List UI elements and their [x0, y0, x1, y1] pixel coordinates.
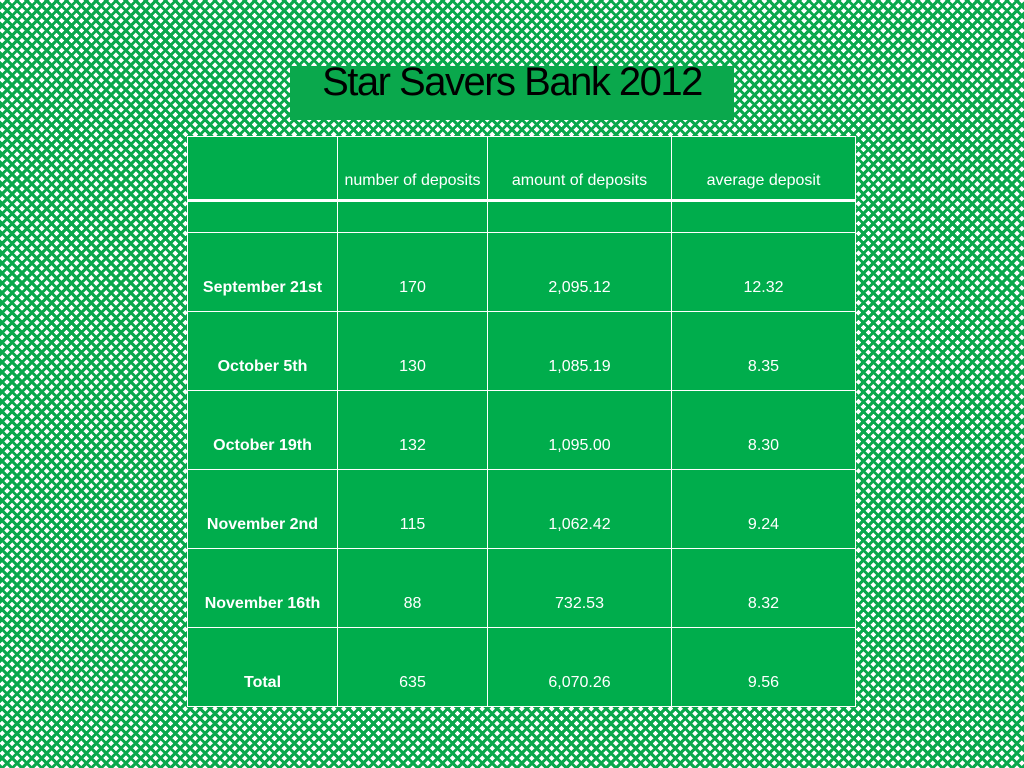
title-band [290, 66, 734, 120]
average-deposit: 8.35 [671, 311, 856, 391]
empty-cell [337, 200, 488, 233]
deposit-amount: 1,085.19 [487, 311, 672, 391]
total-deposit-amount: 6,070.26 [487, 627, 672, 707]
row-label-total: Total [187, 627, 338, 707]
total-average-deposit: 9.56 [671, 627, 856, 707]
row-label: October 19th [187, 390, 338, 470]
table-row: November 2nd 115 1,062.42 9.24 [187, 469, 856, 549]
deposit-count: 88 [337, 548, 488, 628]
deposit-count: 132 [337, 390, 488, 470]
header-amount-of-deposits: amount of deposits [487, 136, 672, 202]
row-label: September 21st [187, 232, 338, 312]
empty-cell [487, 200, 672, 233]
deposit-count: 115 [337, 469, 488, 549]
deposit-amount: 1,062.42 [487, 469, 672, 549]
row-label: November 2nd [187, 469, 338, 549]
deposit-count: 170 [337, 232, 488, 312]
header-cell-blank [187, 136, 338, 202]
empty-row [187, 200, 856, 233]
slide-title: Star Savers Bank 2012 [322, 60, 703, 104]
average-deposit: 8.32 [671, 548, 856, 628]
total-row: Total 635 6,070.26 9.56 [187, 627, 856, 707]
deposit-count: 130 [337, 311, 488, 391]
table-row: September 21st 170 2,095.12 12.32 [187, 232, 856, 312]
header-number-of-deposits: number of deposits [337, 136, 488, 202]
header-row: number of deposits amount of deposits av… [187, 136, 856, 202]
empty-cell [187, 200, 338, 233]
average-deposit: 9.24 [671, 469, 856, 549]
average-deposit: 12.32 [671, 232, 856, 312]
table-row: October 5th 130 1,085.19 8.35 [187, 311, 856, 391]
table-row: November 16th 88 732.53 8.32 [187, 548, 856, 628]
deposits-table: number of deposits amount of deposits av… [187, 136, 856, 707]
table-row: October 19th 132 1,095.00 8.30 [187, 390, 856, 470]
deposit-amount: 732.53 [487, 548, 672, 628]
header-average-deposit: average deposit [671, 136, 856, 202]
deposit-amount: 1,095.00 [487, 390, 672, 470]
average-deposit: 8.30 [671, 390, 856, 470]
row-label: October 5th [187, 311, 338, 391]
row-label: November 16th [187, 548, 338, 628]
total-deposit-count: 635 [337, 627, 488, 707]
empty-cell [671, 200, 856, 233]
deposit-amount: 2,095.12 [487, 232, 672, 312]
